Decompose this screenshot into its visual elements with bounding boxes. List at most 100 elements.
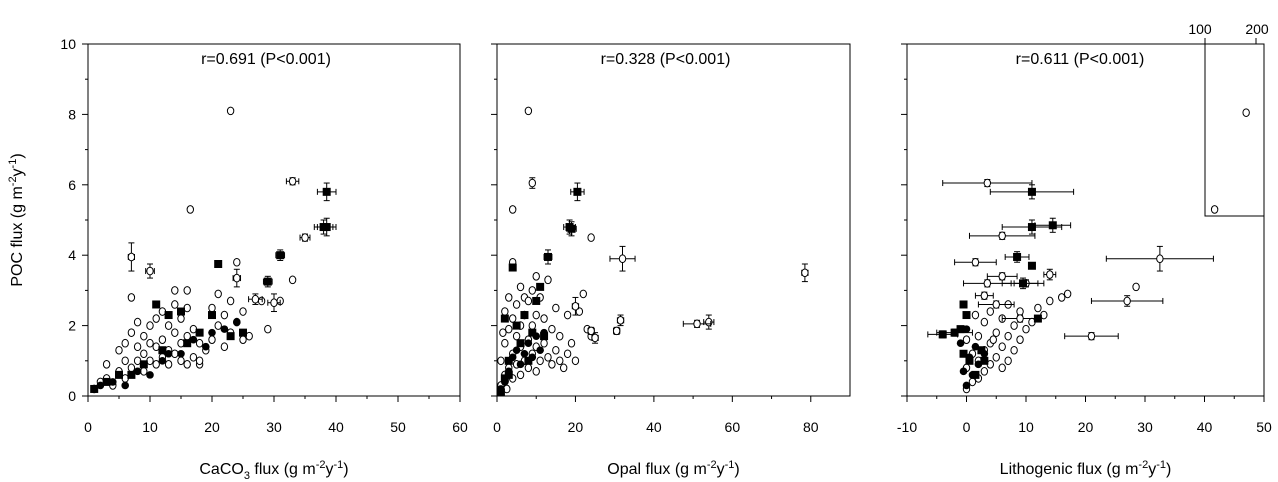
data-point-solid-square xyxy=(960,300,968,308)
data-point-open xyxy=(572,302,578,310)
xlabel-sup2: -1 xyxy=(334,459,344,471)
data-point-open xyxy=(184,361,190,369)
data-point-solid-square xyxy=(980,357,988,365)
data-point-open xyxy=(525,364,531,372)
data-point-open xyxy=(694,320,700,328)
data-point-solid-square xyxy=(524,357,532,365)
data-point-solid-square xyxy=(544,253,552,261)
data-point-open xyxy=(999,343,1005,351)
data-point-open xyxy=(972,311,978,319)
data-point-solid-square xyxy=(90,385,98,393)
data-point-open xyxy=(122,357,128,365)
data-point-open xyxy=(541,339,547,347)
data-point-solid-square xyxy=(517,339,525,347)
data-point-open xyxy=(172,350,178,358)
data-point-open xyxy=(153,315,159,323)
data-point-open xyxy=(184,287,190,295)
data-point-open xyxy=(549,325,555,333)
panel-opal: 0 20 40 60 80 r=0.328 (P<0.001) Opal flux (g m… xyxy=(491,44,850,478)
data-point-open xyxy=(545,276,551,284)
xlabel-end: ) xyxy=(734,461,739,478)
data-point-open xyxy=(502,308,508,316)
data-point-open xyxy=(525,297,531,305)
data-point-solid-circle xyxy=(177,350,185,358)
data-point-open xyxy=(128,294,134,302)
data-point-open xyxy=(999,232,1005,240)
xlabel-sup1: -2 xyxy=(707,459,717,471)
x-tick-label: 50 xyxy=(1256,419,1272,435)
xlabel-main: flux (g m xyxy=(1073,461,1139,478)
panel-caco3: 0 10 20 30 40 50 60 0 2 4 6 8 10 r=0.691 (P<0.001) CaC… xyxy=(60,36,468,482)
data-point-open xyxy=(141,350,147,358)
data-point-solid-square xyxy=(140,360,148,368)
y-tick-label: 10 xyxy=(60,36,76,52)
xlabel-main: flux (g m xyxy=(250,461,316,478)
data-point-open xyxy=(215,290,221,298)
data-point-open xyxy=(147,339,153,347)
y-tick-label: 6 xyxy=(68,177,76,193)
data-point-open xyxy=(517,371,523,379)
xlabel-end: ) xyxy=(1166,461,1171,478)
data-point-solid-square xyxy=(208,311,216,319)
data-point-open xyxy=(984,280,990,288)
data-point-open xyxy=(613,327,619,335)
xlabel-sup2: -1 xyxy=(1156,459,1166,471)
data-point-open xyxy=(529,179,535,187)
data-point-open xyxy=(564,311,570,319)
data-point-open xyxy=(984,179,990,187)
data-point-open xyxy=(1023,325,1029,333)
panel-lithogenic: -10 0 10 20 30 40 50 r=0.611 (P<0.001) Lithogeni… xyxy=(897,21,1272,478)
data-point-solid-square xyxy=(1028,262,1036,270)
data-point-open xyxy=(529,287,535,295)
data-point-open xyxy=(128,364,134,372)
x-tick-label: 60 xyxy=(725,419,741,435)
data-point-open xyxy=(572,357,578,365)
data-point-open xyxy=(1124,297,1130,305)
data-point-open xyxy=(506,294,512,302)
data-point-open xyxy=(588,327,594,335)
plot-frame xyxy=(497,44,850,396)
data-point-solid-square xyxy=(127,371,135,379)
data-point-open xyxy=(103,361,109,369)
data-point-open xyxy=(1035,304,1041,312)
data-point-solid-square xyxy=(165,311,173,319)
data-point-open xyxy=(1011,322,1017,330)
data-point-open xyxy=(141,332,147,340)
data-point-solid-square xyxy=(505,371,513,379)
data-point-solid-square xyxy=(977,346,985,354)
data-point-open xyxy=(533,273,539,281)
data-point-open xyxy=(209,336,215,344)
xlabel-pre: Lithogenic xyxy=(1000,461,1073,478)
data-point-open xyxy=(1157,255,1163,263)
data-point-solid-square xyxy=(1028,188,1036,196)
x-tick-label: 80 xyxy=(803,419,819,435)
data-point-solid-square xyxy=(960,350,968,358)
data-point-open xyxy=(302,234,308,242)
data-point-solid-square xyxy=(115,371,123,379)
data-point-solid-square xyxy=(320,223,328,231)
x-tick-label: 40 xyxy=(646,419,662,435)
data-point-open xyxy=(545,353,551,361)
data-point-open xyxy=(172,287,178,295)
data-point-open xyxy=(1047,271,1053,279)
xlabel-mid: y xyxy=(717,461,725,478)
data-point-open xyxy=(498,357,504,365)
x-tick-label: 30 xyxy=(266,419,282,435)
x-axis-label: Lithogenic flux (g m-2y-1) xyxy=(1000,459,1172,478)
data-point-open xyxy=(141,368,147,376)
x-axis-label: CaCO3 flux (g m-2y-1) xyxy=(199,459,348,482)
data-point-open xyxy=(252,295,258,303)
data-point-solid-square xyxy=(323,188,331,196)
data-point-solid-circle xyxy=(146,371,154,379)
data-point-solid-square xyxy=(528,329,536,337)
data-point-open xyxy=(990,336,996,344)
data-point-open xyxy=(289,177,295,185)
data-point-open xyxy=(972,258,978,266)
x-tick-label: 60 xyxy=(452,419,468,435)
data-point-solid-square xyxy=(152,300,160,308)
x-tick-label: -10 xyxy=(897,419,917,435)
data-point-open xyxy=(549,361,555,369)
ylabel-mid: y xyxy=(9,168,26,176)
data-point-open xyxy=(159,336,165,344)
xlabel-mid: y xyxy=(326,461,334,478)
